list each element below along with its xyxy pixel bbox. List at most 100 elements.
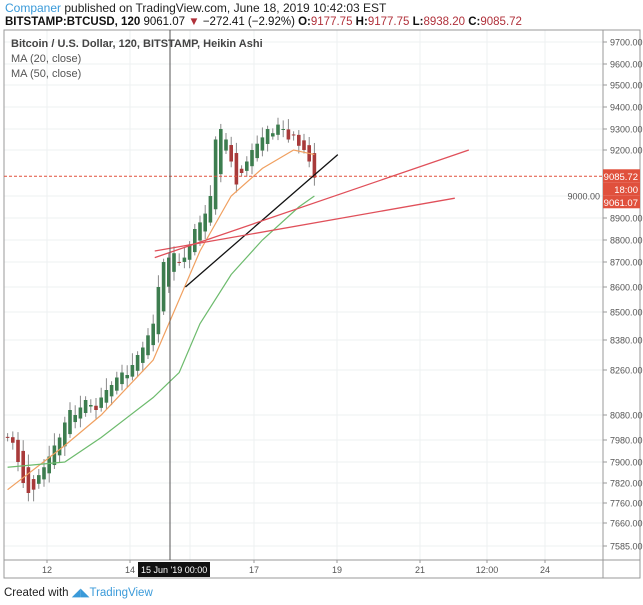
candle-up (99, 397, 103, 408)
price-tick-label: 9200.00 (610, 146, 643, 156)
price-tick-label: 9600.00 (610, 60, 643, 70)
close-price-label-bg (603, 195, 640, 209)
time-tick-label: 19 (332, 565, 342, 575)
price-tick-label: 8260.00 (610, 366, 643, 376)
price-tick-label: 9300.00 (610, 125, 643, 135)
candle-up (115, 377, 119, 391)
candle-down (291, 134, 296, 136)
time-tick-label: 12:00 (476, 565, 499, 575)
candle-up (203, 213, 207, 232)
candle-up (208, 196, 213, 223)
ma50-line (7, 195, 315, 468)
down-arrow-icon: ▼ (188, 16, 200, 28)
footer: Created with ◢◣TradingView (4, 585, 153, 599)
chart-frame (3, 29, 641, 579)
price-tick-label: 8080.00 (610, 411, 643, 421)
candle-up (250, 150, 254, 167)
last-price-label: 9085.72 (604, 172, 638, 183)
candle-up (182, 257, 187, 262)
trendline-red (154, 149, 470, 259)
candle-up (120, 372, 124, 385)
low-value: 8938.20 (423, 16, 466, 28)
candle-down (234, 153, 239, 185)
candle-up (281, 129, 285, 130)
candle-up (198, 222, 202, 241)
price-tick-label: 7980.00 (610, 436, 643, 446)
price-tick-label: 8800.00 (610, 236, 643, 246)
candle-up (68, 410, 72, 435)
candle-up (156, 287, 161, 335)
price-tick-label: 8600.00 (610, 283, 643, 293)
candle-up (73, 415, 77, 423)
candle-down (26, 467, 31, 493)
candle-up (193, 229, 197, 253)
candle-up (151, 323, 155, 346)
candle-down (312, 153, 317, 178)
change: −272.41 (−2.92%) (202, 16, 295, 28)
candle-up (161, 262, 166, 312)
high-value: 9177.75 (367, 16, 410, 28)
candle-up (52, 445, 57, 466)
ma20-line (7, 149, 315, 491)
candle-up (42, 467, 46, 480)
created-with: Created with (4, 587, 69, 599)
candle-up (57, 437, 62, 456)
price-tick-label: 7900.00 (610, 458, 643, 468)
price-tick-label: 9400.00 (610, 103, 643, 113)
legend-ma20[interactable]: MA (20, close) (11, 53, 82, 65)
price-tick-label: 9000.00 (567, 192, 600, 202)
price-tick-label: 8700.00 (610, 258, 643, 268)
tradingview-link[interactable]: TradingView (89, 587, 153, 599)
candle-up (255, 143, 259, 159)
candle-up (172, 253, 176, 272)
h-label: H: (355, 16, 368, 28)
symbol-info: BITSTAMP:BTCUSD, 120 9061.07 ▼ −272.41 (… (5, 16, 522, 29)
published-text: published on TradingView.com, June 18, 2… (64, 1, 387, 15)
price-tick-label: 9500.00 (610, 81, 643, 91)
legend-title: Bitcoin / U.S. Dollar, 120, BITSTAMP, He… (11, 38, 263, 50)
candle-up (37, 475, 41, 484)
candle-down (5, 436, 10, 438)
candle-down (11, 437, 15, 443)
candle-up (141, 347, 145, 363)
candle-down (94, 405, 98, 410)
trendline-red (154, 197, 455, 252)
countdown-label: 18:00 (614, 185, 638, 196)
candle-up (125, 375, 129, 379)
price-tick-label: 7820.00 (610, 479, 643, 489)
candle-up (187, 244, 192, 260)
candle-up (213, 139, 218, 210)
author-link[interactable]: Companer (5, 1, 62, 15)
candle-down (302, 140, 306, 150)
close-value: 9085.72 (480, 16, 522, 28)
time-tick-label: 12 (42, 565, 52, 575)
candle-up (276, 124, 280, 135)
candle-up (104, 390, 109, 403)
price-tick-label: 8900.00 (610, 214, 643, 224)
candle-up (167, 257, 171, 287)
last-price-label-bg (603, 169, 640, 183)
symbol: BITSTAMP:BTCUSD, 120 (5, 16, 141, 28)
tradingview-logo-icon: ◢◣ (71, 587, 90, 599)
time-tick-label: 21 (415, 565, 425, 575)
price-tick-label: 8500.00 (610, 308, 643, 318)
candle-down (239, 168, 244, 173)
last-price: 9061.07 (143, 16, 186, 28)
chart-legend: Bitcoin / U.S. Dollar, 120, BITSTAMP, He… (11, 37, 263, 82)
candle-up (47, 456, 51, 474)
candle-up (265, 129, 270, 144)
candle-down (16, 439, 20, 462)
publish-info: Companer published on TradingView.com, J… (5, 1, 386, 15)
candle-up (219, 129, 223, 175)
time-tick-label: 24 (540, 565, 550, 575)
o-label: O: (298, 16, 311, 28)
l-label: L: (412, 16, 424, 28)
candle-up (78, 407, 83, 419)
crosshair-time-bg (138, 562, 210, 577)
candle-up (135, 355, 140, 371)
legend-ma50[interactable]: MA (50, close) (11, 68, 82, 80)
time-tick-label: 14 (125, 565, 135, 575)
candle-down (31, 479, 36, 490)
candle-down (229, 145, 233, 162)
